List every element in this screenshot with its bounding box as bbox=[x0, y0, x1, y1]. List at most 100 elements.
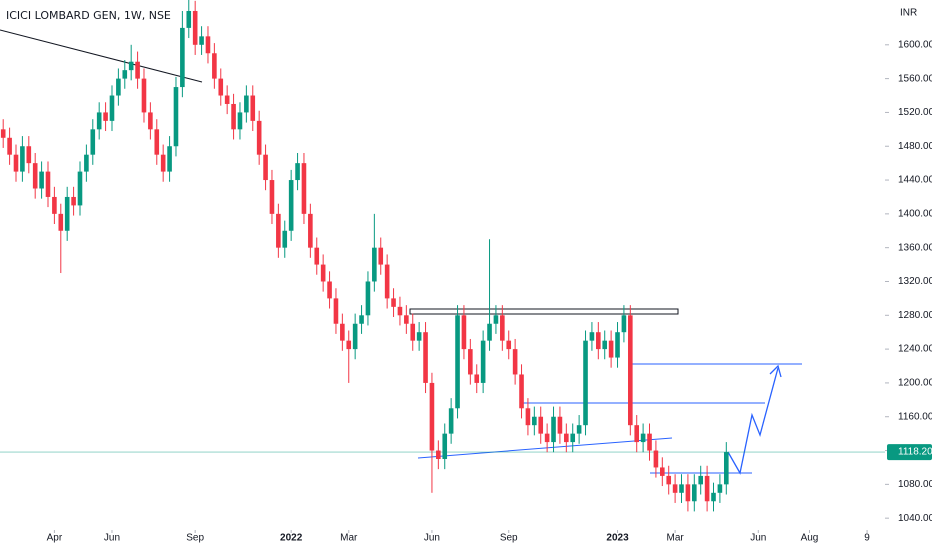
candle-body bbox=[263, 154, 268, 181]
candle-body bbox=[608, 340, 614, 358]
x-tick-label: Jun bbox=[424, 533, 440, 544]
candle-body bbox=[717, 484, 723, 493]
candle-body bbox=[71, 196, 76, 206]
current-price-box bbox=[887, 444, 932, 461]
candle-body bbox=[461, 315, 467, 350]
candle-body bbox=[538, 416, 544, 434]
candle-body bbox=[173, 87, 179, 147]
candle-body bbox=[628, 315, 633, 426]
candle-body bbox=[320, 264, 326, 282]
candle-body bbox=[570, 433, 576, 443]
candle-body bbox=[250, 95, 256, 121]
candle-body bbox=[647, 433, 652, 451]
candle-body bbox=[429, 382, 435, 451]
candle-body bbox=[583, 340, 588, 426]
candle-body bbox=[256, 120, 262, 155]
candle-body bbox=[276, 213, 281, 248]
candle-body bbox=[64, 196, 70, 231]
candle-body bbox=[423, 332, 428, 383]
candle-body bbox=[352, 323, 358, 350]
candle-body bbox=[506, 340, 512, 350]
drawings bbox=[0, 29, 802, 475]
x-tick-label: 2022 bbox=[280, 533, 303, 544]
candle-body bbox=[416, 332, 422, 341]
candle-body bbox=[128, 61, 134, 71]
candle-body bbox=[314, 247, 320, 265]
candle-body bbox=[122, 70, 128, 79]
candle-body bbox=[365, 281, 371, 316]
y-tick-label: 1240.00 bbox=[898, 344, 932, 355]
candle-body bbox=[0, 129, 6, 138]
candle-body bbox=[96, 112, 102, 130]
candle-body bbox=[564, 433, 569, 443]
candle-body bbox=[90, 129, 96, 155]
candle-body bbox=[359, 315, 364, 324]
current-price-label: 1118.20 bbox=[898, 447, 932, 458]
candle-body bbox=[154, 129, 160, 155]
y-tick-label: 1040.00 bbox=[898, 513, 932, 524]
y-tick-label: 1320.00 bbox=[898, 276, 932, 287]
y-tick-label: 1400.00 bbox=[898, 209, 932, 220]
candle-body bbox=[660, 467, 665, 476]
resistance-zone bbox=[409, 308, 679, 315]
candle-body bbox=[205, 36, 211, 54]
y-tick-label: 1160.00 bbox=[898, 411, 932, 422]
candle-body bbox=[525, 408, 531, 426]
x-tick-label: Aug bbox=[801, 533, 819, 544]
trend-line bbox=[0, 29, 203, 83]
candle-body bbox=[493, 315, 499, 324]
candle-body bbox=[20, 146, 25, 172]
candle-body bbox=[199, 36, 204, 45]
candle-body bbox=[7, 137, 12, 155]
candle-body bbox=[308, 213, 313, 248]
candle-body bbox=[442, 433, 448, 459]
candle-body bbox=[448, 408, 454, 434]
candle-body bbox=[589, 332, 595, 341]
candle-body bbox=[602, 340, 608, 350]
y-tick-label: 1280.00 bbox=[898, 310, 932, 321]
candle-body bbox=[58, 213, 64, 231]
candle-body bbox=[723, 452, 729, 485]
candle-body bbox=[269, 180, 275, 214]
candle-body bbox=[218, 78, 224, 96]
candle-body bbox=[212, 53, 217, 79]
candle-body bbox=[576, 425, 582, 434]
x-tick-label: Mar bbox=[666, 533, 684, 544]
support-line bbox=[417, 437, 673, 459]
candle-body bbox=[26, 146, 32, 164]
candle-body bbox=[135, 61, 140, 79]
candle-body bbox=[544, 433, 550, 443]
x-tick-label: 9 bbox=[864, 533, 870, 544]
candle-body bbox=[32, 163, 38, 189]
candle-body bbox=[372, 247, 377, 282]
candle-body bbox=[333, 298, 339, 324]
candle-body bbox=[410, 323, 416, 341]
y-tick-label: 1600.00 bbox=[898, 39, 932, 50]
candle-body bbox=[167, 146, 172, 172]
candle-body bbox=[487, 323, 492, 341]
candle-body bbox=[45, 171, 51, 197]
candle-body bbox=[224, 95, 230, 104]
arrow-head bbox=[769, 364, 782, 378]
x-tick-label: Jun bbox=[104, 533, 120, 544]
candle-body bbox=[346, 340, 352, 350]
candle-body bbox=[84, 154, 89, 172]
candle-body bbox=[103, 112, 108, 121]
y-tick-label: 1080.00 bbox=[898, 479, 932, 490]
candle-body bbox=[512, 349, 518, 375]
candle-body bbox=[711, 492, 716, 502]
y-tick-label: 1520.00 bbox=[898, 107, 932, 118]
candle-body bbox=[480, 340, 486, 383]
candle-body bbox=[615, 332, 620, 358]
candle-body bbox=[186, 10, 192, 28]
candle-body bbox=[327, 281, 332, 299]
y-tick-label: 1560.00 bbox=[898, 73, 932, 84]
candle-body bbox=[455, 315, 460, 409]
candle-body bbox=[39, 171, 44, 189]
candle-body bbox=[237, 112, 243, 130]
candle-body bbox=[160, 154, 166, 172]
candle-body bbox=[621, 315, 627, 333]
candle-body bbox=[404, 315, 409, 324]
candle-body bbox=[474, 374, 480, 383]
